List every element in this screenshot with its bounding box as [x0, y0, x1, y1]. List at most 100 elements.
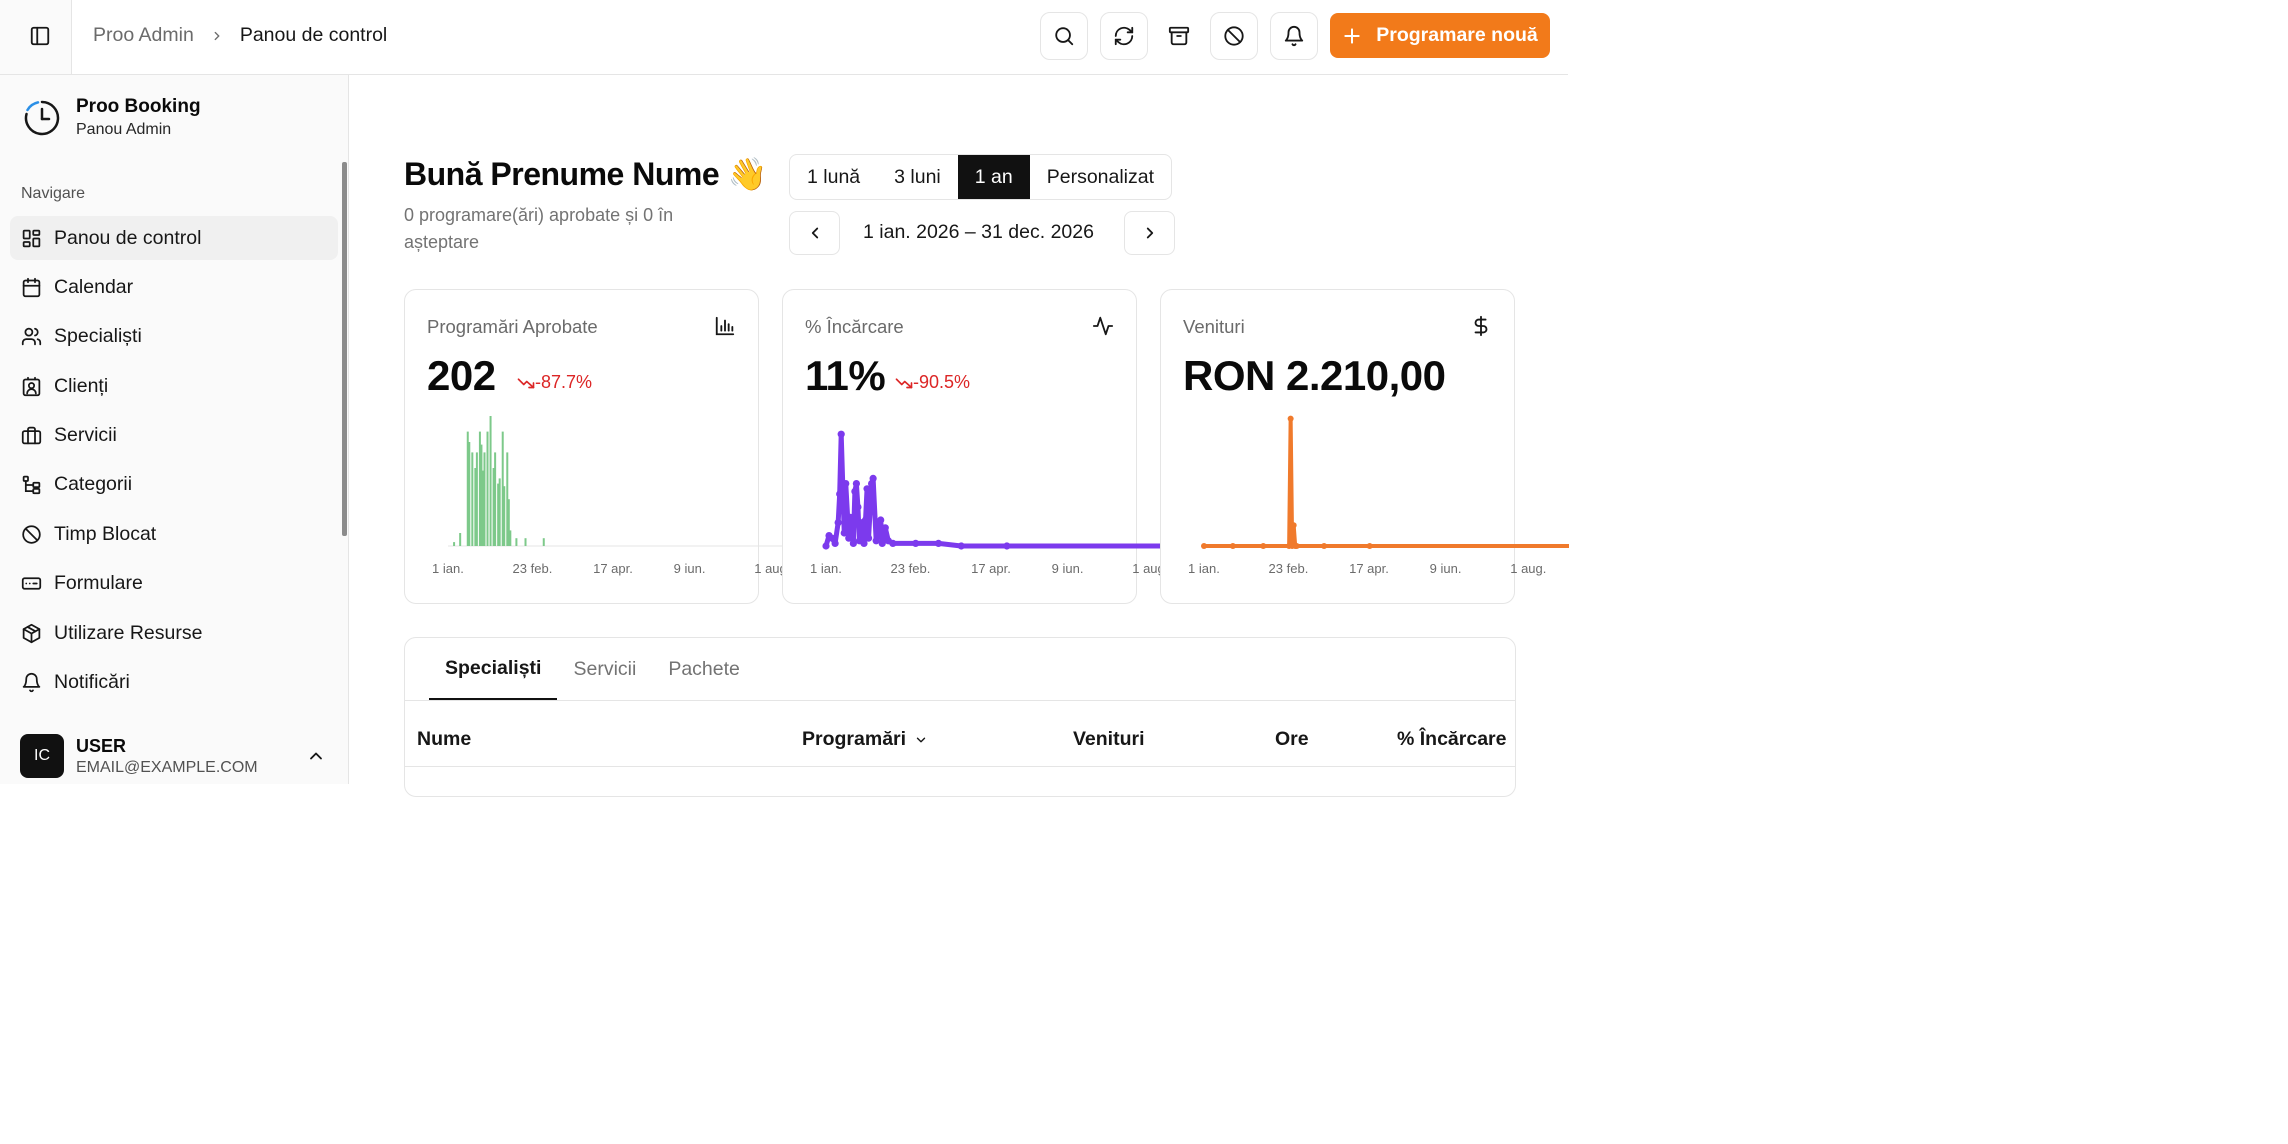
- page-title: Bună Prenume Nume 👋: [404, 156, 767, 192]
- calendar-icon: [22, 277, 41, 298]
- range-tab-1-month[interactable]: 1 lună: [807, 165, 861, 188]
- user-menu[interactable]: IC USER EMAIL@EXAMPLE.COM: [20, 733, 338, 779]
- new-appointment-label: Programare nouă: [1376, 24, 1538, 46]
- x-tick-label: 1 aug.: [754, 561, 790, 576]
- sidebar-item-resource-usage[interactable]: Utilizare Resurse: [10, 611, 338, 655]
- brand-subtitle: Panou Admin: [76, 121, 172, 138]
- range-tab-3-months[interactable]: 3 luni: [894, 165, 941, 188]
- sidebar-scrollbar[interactable]: [342, 162, 347, 536]
- sidebar-item-label: Categorii: [54, 473, 133, 496]
- column-header-load[interactable]: % Încărcare: [1397, 728, 1507, 750]
- x-tick-label: 17 apr.: [1349, 561, 1389, 576]
- sidebar-item-categories[interactable]: Categorii: [10, 463, 338, 507]
- chart-point: [889, 539, 897, 547]
- x-tick-label: 1 aug.: [1510, 561, 1546, 576]
- breadcrumb-root[interactable]: Proo Admin: [93, 24, 194, 46]
- sidebar-item-services[interactable]: Servicii: [10, 414, 338, 458]
- archive-icon: [1168, 26, 1190, 46]
- sidebar-item-dashboard[interactable]: Panou de control: [10, 216, 338, 260]
- card-value: 202: [427, 352, 496, 399]
- block-time-button[interactable]: [1210, 12, 1258, 60]
- sidebar-item-calendar[interactable]: Calendar: [10, 265, 338, 309]
- sidebar-item-label: Timp Blocat: [54, 522, 157, 545]
- brand-logo: [24, 100, 60, 135]
- column-header-appointments[interactable]: Programări: [802, 728, 928, 751]
- column-header-name[interactable]: Nume: [417, 728, 472, 750]
- refresh-button[interactable]: [1100, 12, 1148, 60]
- chart-line: [1204, 416, 1570, 548]
- brand[interactable]: Proo Booking Panou Admin: [22, 96, 201, 139]
- chart-bar: [478, 431, 481, 546]
- new-appointment-button[interactable]: Programare nouă: [1330, 13, 1550, 58]
- column-header-revenue[interactable]: Venituri: [1073, 728, 1145, 750]
- chart-bar: [474, 468, 477, 546]
- chart-point: [860, 539, 868, 547]
- card-delta-value: -90.5%: [913, 372, 971, 392]
- form-icon: [21, 577, 42, 590]
- range-tab-custom[interactable]: Personalizat: [1046, 165, 1155, 188]
- chart-bar: [503, 486, 506, 546]
- date-range-label: 1 ian. 2026 – 31 dec. 2026: [863, 221, 1094, 243]
- sidebar-nav: Panou de control Calendar Specialiști Cl…: [10, 216, 338, 710]
- chart-point: [875, 532, 883, 540]
- users-icon: [21, 328, 42, 346]
- chart-bar: [507, 499, 510, 546]
- sidebar-item-label: Specialiști: [54, 325, 142, 348]
- x-tick-label: 9 iun.: [674, 561, 706, 576]
- chart-point: [869, 474, 877, 482]
- sidebar-item-label: Formulare: [54, 572, 143, 595]
- tab-packages[interactable]: Pachete: [668, 657, 740, 680]
- activity-icon: [1092, 316, 1114, 336]
- bar-chart-icon: [715, 316, 735, 336]
- card-value: 11%: [805, 352, 886, 399]
- chart-point: [846, 513, 854, 521]
- package-icon: [22, 623, 41, 643]
- refresh-icon: [1114, 26, 1134, 46]
- sidebar-item-label: Clienți: [54, 374, 109, 397]
- ban-icon: [1224, 26, 1244, 46]
- x-tick-label: 23 feb.: [513, 561, 553, 576]
- chart-point: [852, 480, 860, 488]
- chart-bar: [466, 431, 469, 546]
- chart-point: [1201, 543, 1207, 549]
- breadcrumb: Proo Admin Panou de control: [93, 24, 387, 47]
- chart-point: [1229, 543, 1236, 549]
- chart-point: [854, 503, 862, 511]
- search-button[interactable]: [1040, 12, 1088, 60]
- tab-services[interactable]: Servicii: [573, 657, 637, 680]
- tab-specialists[interactable]: Specialiști: [429, 638, 558, 700]
- sidebar-item-notifications[interactable]: Notificări: [10, 661, 338, 705]
- sidebar-item-clients[interactable]: Clienți: [10, 364, 338, 408]
- chart-bar: [542, 538, 545, 546]
- sidebar-item-forms[interactable]: Formulare: [10, 562, 338, 606]
- chart-point: [877, 516, 885, 524]
- x-tick-label: 1 ian.: [432, 561, 464, 576]
- sidebar-item-label: Panou de control: [54, 226, 202, 249]
- next-period-button[interactable]: [1124, 211, 1175, 255]
- previous-period-button[interactable]: [789, 211, 840, 255]
- hierarchy-icon: [22, 476, 41, 495]
- chart-point: [1321, 543, 1328, 549]
- sidebar-item-blocked-time[interactable]: Timp Blocat: [10, 512, 338, 556]
- archive-button[interactable]: [1155, 12, 1203, 60]
- briefcase-icon: [21, 426, 42, 445]
- chart-point: [1293, 543, 1300, 549]
- x-tick-label: 1 aug.: [1132, 561, 1168, 576]
- ban-icon: [22, 525, 41, 544]
- chevron-right-icon: [1146, 227, 1153, 239]
- sidebar-item-specialists[interactable]: Specialiști: [10, 315, 338, 359]
- nav-heading: Navigare: [21, 185, 86, 202]
- chart-point: [849, 539, 857, 547]
- chart-point: [1290, 522, 1297, 529]
- stat-card-approved: Programări Aprobate 202 -87.7% 1 ian. 23 …: [404, 289, 790, 604]
- notifications-button[interactable]: [1270, 12, 1318, 60]
- x-tick-label: 23 feb.: [1269, 561, 1309, 576]
- contact-icon: [22, 376, 41, 396]
- sidebar: Proo Booking Panou Admin Navigare Panou …: [0, 0, 349, 784]
- column-header-hours[interactable]: Ore: [1275, 728, 1309, 750]
- sidebar-toggle-button[interactable]: [22, 18, 58, 54]
- range-tab-1-year[interactable]: 1 an: [957, 155, 1030, 199]
- card-title: Venituri: [1183, 316, 1245, 337]
- chart-point: [864, 534, 873, 542]
- chart-bar: [506, 452, 509, 546]
